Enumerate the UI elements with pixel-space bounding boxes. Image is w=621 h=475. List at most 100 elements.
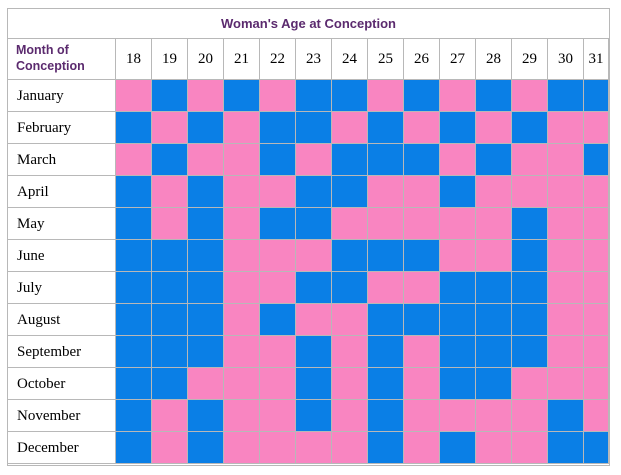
blue-cell [548, 80, 584, 112]
age-header-24: 24 [332, 38, 368, 80]
pink-cell [476, 432, 512, 464]
age-header-28: 28 [476, 38, 512, 80]
blue-cell [296, 272, 332, 304]
pink-cell [584, 240, 609, 272]
blue-cell [188, 272, 224, 304]
pink-cell [260, 80, 296, 112]
month-label-september: September [8, 336, 116, 368]
blue-cell [116, 176, 152, 208]
blue-cell [368, 336, 404, 368]
pink-cell [476, 176, 512, 208]
blue-cell [260, 208, 296, 240]
pink-cell [512, 432, 548, 464]
blue-cell [116, 112, 152, 144]
pink-cell [440, 80, 476, 112]
pink-cell [476, 400, 512, 432]
pink-cell [368, 80, 404, 112]
month-label-august: August [8, 304, 116, 336]
pink-cell [188, 144, 224, 176]
blue-cell [584, 80, 609, 112]
pink-cell [368, 176, 404, 208]
pink-cell [404, 400, 440, 432]
pink-cell [188, 80, 224, 112]
pink-cell [368, 272, 404, 304]
blue-cell [440, 336, 476, 368]
blue-cell [512, 336, 548, 368]
age-header-20: 20 [188, 38, 224, 80]
month-label-july: July [8, 272, 116, 304]
blue-cell [512, 240, 548, 272]
month-label-october: October [8, 368, 116, 400]
pink-cell [404, 112, 440, 144]
blue-cell [188, 112, 224, 144]
pink-cell [404, 336, 440, 368]
pink-cell [224, 272, 260, 304]
blue-cell [296, 80, 332, 112]
blue-cell [476, 336, 512, 368]
pink-cell [260, 272, 296, 304]
pink-cell [224, 112, 260, 144]
pink-cell [332, 432, 368, 464]
blue-cell [332, 240, 368, 272]
blue-cell [188, 208, 224, 240]
blue-cell [152, 304, 188, 336]
pink-cell [584, 176, 609, 208]
blue-cell [152, 272, 188, 304]
age-header-30: 30 [548, 38, 584, 80]
blue-cell [368, 368, 404, 400]
blue-cell [224, 80, 260, 112]
blue-cell [116, 336, 152, 368]
pink-cell [440, 208, 476, 240]
pink-cell [296, 144, 332, 176]
pink-cell [584, 400, 609, 432]
pink-cell [548, 272, 584, 304]
blue-cell [188, 240, 224, 272]
blue-cell [260, 144, 296, 176]
pink-cell [152, 400, 188, 432]
pink-cell [512, 80, 548, 112]
pink-cell [548, 176, 584, 208]
blue-cell [584, 144, 609, 176]
blue-cell [584, 432, 609, 464]
pink-cell [548, 208, 584, 240]
pink-cell [260, 432, 296, 464]
pink-cell [548, 336, 584, 368]
pink-cell [224, 336, 260, 368]
pink-cell [260, 240, 296, 272]
pink-cell [224, 240, 260, 272]
conception-chart: Woman's Age at Conception Month of Conce… [7, 8, 610, 466]
blue-cell [476, 144, 512, 176]
pink-cell [440, 240, 476, 272]
blue-cell [404, 304, 440, 336]
blue-cell [152, 240, 188, 272]
blue-cell [296, 336, 332, 368]
pink-cell [548, 112, 584, 144]
blue-cell [188, 176, 224, 208]
pink-cell [404, 432, 440, 464]
pink-cell [224, 432, 260, 464]
blue-cell [440, 304, 476, 336]
blue-cell [440, 112, 476, 144]
blue-cell [440, 176, 476, 208]
blue-cell [296, 400, 332, 432]
age-header-31: 31 [584, 38, 609, 80]
pink-cell [260, 368, 296, 400]
blue-cell [152, 336, 188, 368]
pink-cell [476, 112, 512, 144]
blue-cell [476, 272, 512, 304]
month-label-january: January [8, 80, 116, 112]
pink-cell [332, 400, 368, 432]
pink-cell [224, 304, 260, 336]
age-header-19: 19 [152, 38, 188, 80]
pink-cell [584, 304, 609, 336]
pink-cell [404, 208, 440, 240]
blue-cell [188, 336, 224, 368]
pink-cell [152, 176, 188, 208]
pink-cell [584, 336, 609, 368]
month-label-december: December [8, 432, 116, 464]
blue-cell [188, 304, 224, 336]
pink-cell [404, 368, 440, 400]
blue-cell [116, 368, 152, 400]
pink-cell [224, 144, 260, 176]
blue-cell [512, 112, 548, 144]
